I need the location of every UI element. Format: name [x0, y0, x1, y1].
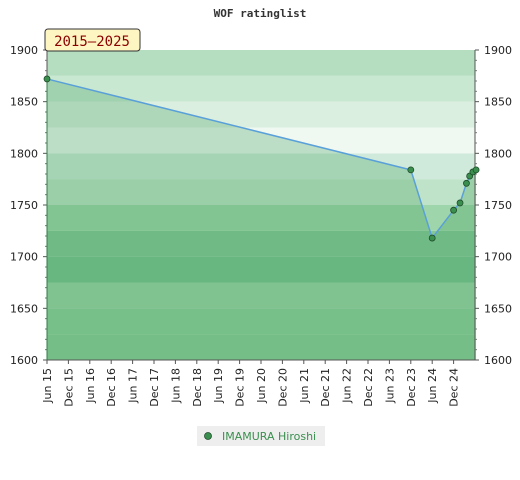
y-tick-label-right: 1900 [484, 44, 512, 57]
y-tick-label-right: 1750 [484, 199, 512, 212]
x-tick-label: Jun 23 [383, 368, 396, 404]
series-area [47, 78, 477, 360]
legend-marker [204, 432, 212, 440]
data-point [472, 166, 480, 174]
background-band [47, 256, 475, 283]
background-band [47, 50, 475, 76]
x-tick-label: Jun 18 [169, 368, 182, 404]
chart-title: WOF ratinglist [214, 7, 307, 20]
y-tick-label-left: 1800 [10, 147, 38, 160]
background-bands [47, 50, 475, 360]
y-tick-label-left: 1700 [10, 251, 38, 264]
period-badge-text: 2015–2025 [54, 34, 130, 50]
x-tick-label: Dec 17 [148, 368, 161, 407]
x-tick-label: Dec 22 [362, 368, 375, 407]
y-tick-label-left: 1750 [10, 199, 38, 212]
y-tick-label-left: 1600 [10, 354, 38, 367]
background-band [47, 230, 475, 257]
x-tick-label: Jun 15 [41, 368, 54, 404]
y-tick-label-left: 1650 [10, 302, 38, 315]
legend: IMAMURA Hiroshi [197, 426, 325, 446]
x-tick-label: Dec 19 [234, 368, 247, 407]
x-tick-label: Jun 22 [341, 368, 354, 404]
x-tick-label: Dec 21 [319, 368, 332, 407]
data-point [456, 199, 464, 207]
data-point [463, 179, 470, 187]
x-tick-label: Jun 24 [426, 368, 439, 404]
data-point [407, 166, 415, 174]
y-tick-label-left: 1850 [10, 96, 38, 109]
x-tick-label: Jun 17 [127, 368, 140, 404]
background-band [47, 334, 475, 360]
x-tick-label: Jun 16 [84, 368, 97, 404]
y-tick-label-left: 1900 [10, 44, 38, 57]
y-tick-label-right: 1700 [484, 251, 512, 264]
x-tick-label: Dec 20 [276, 368, 289, 407]
legend-label: IMAMURA Hiroshi [222, 430, 316, 443]
series-area-fill [47, 78, 477, 360]
x-axis: Jun 15 Dec 15 Jun 16 Dec 16 Jun 17 Dec 17 Jun … [41, 360, 461, 407]
y-tick-label-right: 1800 [484, 147, 512, 160]
x-tick-label: Jun 19 [212, 368, 225, 404]
x-tick-label: Dec 16 [105, 368, 118, 407]
background-band [47, 282, 475, 309]
x-tick-label: Dec 23 [405, 368, 418, 407]
background-band [47, 179, 475, 205]
y-tick-label-right: 1650 [484, 302, 512, 315]
series-points [43, 75, 480, 242]
background-band [47, 101, 475, 128]
y-tick-label-right: 1600 [484, 354, 512, 367]
x-tick-label: Dec 24 [448, 368, 461, 407]
y-tick-label-right: 1850 [484, 96, 512, 109]
background-band [47, 153, 475, 180]
data-point [43, 75, 51, 83]
legend-box [197, 426, 325, 446]
data-point [428, 234, 436, 242]
period-badge: 2015–2025 [44, 28, 141, 52]
data-point [450, 206, 458, 214]
x-tick-label: Dec 18 [191, 368, 204, 407]
x-tick-label: Jun 20 [255, 368, 268, 404]
y-axis-right: 1600 1650 1700 1750 1800 1850 1900 [475, 44, 512, 367]
period-badge-box [44, 28, 141, 52]
background-band [47, 205, 475, 231]
background-band [47, 308, 475, 335]
x-tick-label: Dec 15 [62, 368, 75, 407]
y-axis-left: 1600 1650 1700 1750 1800 1850 1900 [10, 44, 47, 367]
x-tick-label: Jun 21 [298, 368, 311, 404]
